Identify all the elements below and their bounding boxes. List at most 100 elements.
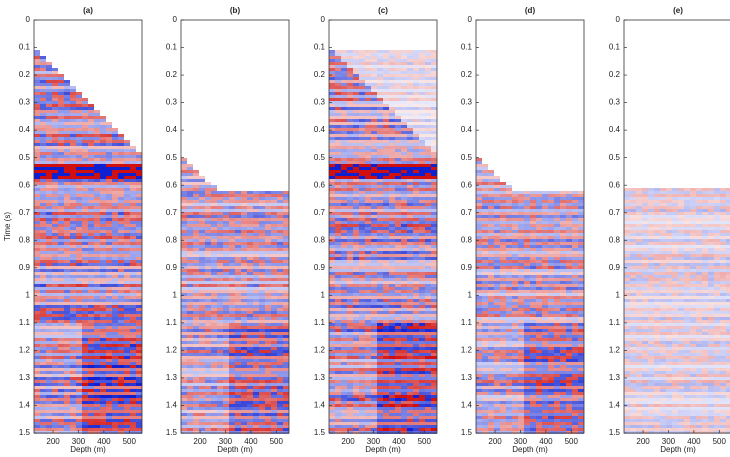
seismic-cell bbox=[223, 335, 229, 338]
seismic-cell bbox=[76, 293, 82, 296]
seismic-cell bbox=[211, 317, 217, 320]
seismic-cell bbox=[407, 269, 413, 272]
seismic-cell bbox=[271, 362, 277, 365]
seismic-cell bbox=[34, 344, 40, 347]
seismic-cell bbox=[130, 413, 136, 416]
seismic-cell bbox=[52, 86, 58, 89]
seismic-cell bbox=[341, 278, 347, 281]
seismic-cell bbox=[359, 137, 365, 140]
seismic-cell bbox=[329, 275, 335, 278]
seismic-cell bbox=[431, 86, 437, 89]
seismic-cell bbox=[395, 179, 401, 182]
seismic-cell bbox=[46, 344, 52, 347]
seismic-cell bbox=[347, 77, 353, 80]
seismic-cell bbox=[100, 428, 106, 431]
seismic-cell bbox=[259, 431, 265, 434]
seismic-cell bbox=[64, 143, 70, 146]
seismic-cell bbox=[46, 170, 52, 173]
seismic-cell bbox=[34, 188, 40, 191]
seismic-cell bbox=[217, 230, 223, 233]
seismic-cell bbox=[401, 161, 407, 164]
seismic-cell bbox=[205, 350, 211, 353]
seismic-cell bbox=[277, 245, 283, 248]
seismic-cell bbox=[229, 386, 235, 389]
seismic-cell bbox=[347, 170, 353, 173]
seismic-cell bbox=[229, 245, 235, 248]
seismic-cell bbox=[359, 263, 365, 266]
seismic-cell bbox=[235, 377, 241, 380]
seismic-cell bbox=[118, 185, 124, 188]
seismic-cell bbox=[70, 140, 76, 143]
seismic-cell bbox=[431, 92, 437, 95]
seismic-cell bbox=[88, 131, 94, 134]
seismic-cell bbox=[130, 254, 136, 257]
seismic-cell bbox=[100, 431, 106, 434]
seismic-cell bbox=[347, 263, 353, 266]
seismic-cell bbox=[419, 218, 425, 221]
seismic-cell bbox=[253, 287, 259, 290]
seismic-cell bbox=[283, 341, 289, 344]
seismic-cell bbox=[271, 287, 277, 290]
seismic-cell bbox=[58, 329, 64, 332]
seismic-cell bbox=[40, 236, 46, 239]
seismic-cell bbox=[106, 323, 112, 326]
seismic-cell bbox=[124, 251, 130, 254]
seismic-cell bbox=[395, 164, 401, 167]
seismic-cell bbox=[413, 209, 419, 212]
seismic-cell bbox=[58, 149, 64, 152]
seismic-cell bbox=[211, 221, 217, 224]
seismic-cell bbox=[283, 230, 289, 233]
seismic-cell bbox=[100, 422, 106, 425]
seismic-cell bbox=[259, 269, 265, 272]
seismic-cell bbox=[329, 146, 335, 149]
seismic-cell bbox=[136, 422, 142, 425]
seismic-cell bbox=[100, 425, 106, 428]
seismic-cell bbox=[241, 266, 247, 269]
seismic-cell bbox=[247, 317, 253, 320]
seismic-cell bbox=[377, 170, 383, 173]
seismic-cell bbox=[136, 266, 142, 269]
seismic-cell bbox=[389, 95, 395, 98]
seismic-cell bbox=[58, 74, 64, 77]
seismic-cell bbox=[253, 227, 259, 230]
seismic-cell bbox=[259, 302, 265, 305]
seismic-cell bbox=[112, 194, 118, 197]
seismic-cell bbox=[335, 152, 341, 155]
seismic-cell bbox=[76, 206, 82, 209]
seismic-cell bbox=[335, 62, 341, 65]
seismic-cell bbox=[395, 86, 401, 89]
seismic-cell bbox=[181, 428, 187, 431]
seismic-cell bbox=[82, 356, 88, 359]
seismic-cell bbox=[106, 266, 112, 269]
seismic-cell bbox=[193, 200, 199, 203]
seismic-cell bbox=[82, 167, 88, 170]
seismic-cell bbox=[34, 89, 40, 92]
seismic-cell bbox=[223, 308, 229, 311]
seismic-cell bbox=[217, 335, 223, 338]
seismic-cell bbox=[46, 428, 52, 431]
seismic-cell bbox=[70, 221, 76, 224]
seismic-cell bbox=[40, 116, 46, 119]
seismic-cell bbox=[277, 254, 283, 257]
seismic-cell bbox=[70, 428, 76, 431]
seismic-cell bbox=[365, 266, 371, 269]
seismic-cell bbox=[181, 221, 187, 224]
seismic-cell bbox=[94, 392, 100, 395]
seismic-cell bbox=[136, 410, 142, 413]
seismic-cell bbox=[431, 152, 437, 155]
seismic-cell bbox=[371, 197, 377, 200]
seismic-cell bbox=[277, 335, 283, 338]
seismic-cell bbox=[335, 65, 341, 68]
seismic-cell bbox=[88, 347, 94, 350]
seismic-cell bbox=[94, 302, 100, 305]
seismic-cell bbox=[118, 272, 124, 275]
seismic-cell bbox=[389, 185, 395, 188]
seismic-cell bbox=[58, 209, 64, 212]
seismic-cell bbox=[136, 425, 142, 428]
seismic-cell bbox=[419, 182, 425, 185]
seismic-cell bbox=[383, 116, 389, 119]
seismic-cell bbox=[88, 365, 94, 368]
y-tick-label: 1.5 bbox=[19, 428, 31, 437]
seismic-cell bbox=[341, 176, 347, 179]
seismic-cell bbox=[46, 155, 52, 158]
